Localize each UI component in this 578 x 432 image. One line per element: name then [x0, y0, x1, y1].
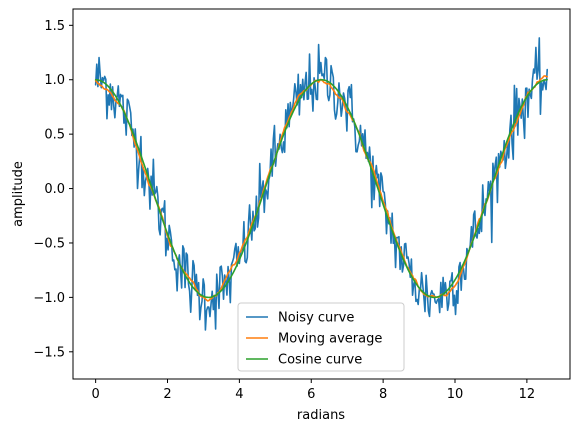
x-tick-label: 0: [91, 387, 99, 402]
series-line-noisy-curve: [94, 37, 549, 331]
y-tick-label: −1.5: [33, 345, 65, 360]
y-axis: −1.5 −1.0 −0.5 0.0 0.5 1.0 1.5: [33, 19, 73, 360]
series-line-cosine-curve: [94, 78, 549, 299]
y-tick-label: 1.0: [44, 73, 65, 88]
legend-label-noisy-curve: Noisy curve: [278, 311, 354, 326]
y-tick-label: −0.5: [33, 236, 65, 251]
series-layer: [94, 37, 549, 331]
legend-box: [237, 302, 405, 372]
x-axis: 0 2 4 6 8 10 12: [91, 379, 535, 402]
y-tick-label: 0.0: [44, 182, 65, 197]
plot-frame: [72, 8, 571, 380]
legend-label-moving-average: Moving average: [278, 332, 382, 347]
x-tick-label: 10: [447, 387, 464, 402]
y-axis-label: amplitude: [11, 161, 26, 227]
y-tick-label: 1.5: [44, 19, 65, 34]
x-tick-label: 2: [163, 387, 171, 402]
x-tick-label: 6: [307, 387, 315, 402]
legend: Noisy curve Moving average Cosine curve: [237, 302, 405, 372]
x-tick-label: 4: [235, 387, 243, 402]
x-tick-label: 12: [519, 387, 536, 402]
x-axis-label: radians: [297, 408, 345, 423]
x-tick-label: 8: [379, 387, 387, 402]
legend-label-cosine-curve: Cosine curve: [278, 353, 362, 368]
y-tick-label: −1.0: [33, 291, 65, 306]
y-tick-label: 0.5: [44, 128, 65, 143]
